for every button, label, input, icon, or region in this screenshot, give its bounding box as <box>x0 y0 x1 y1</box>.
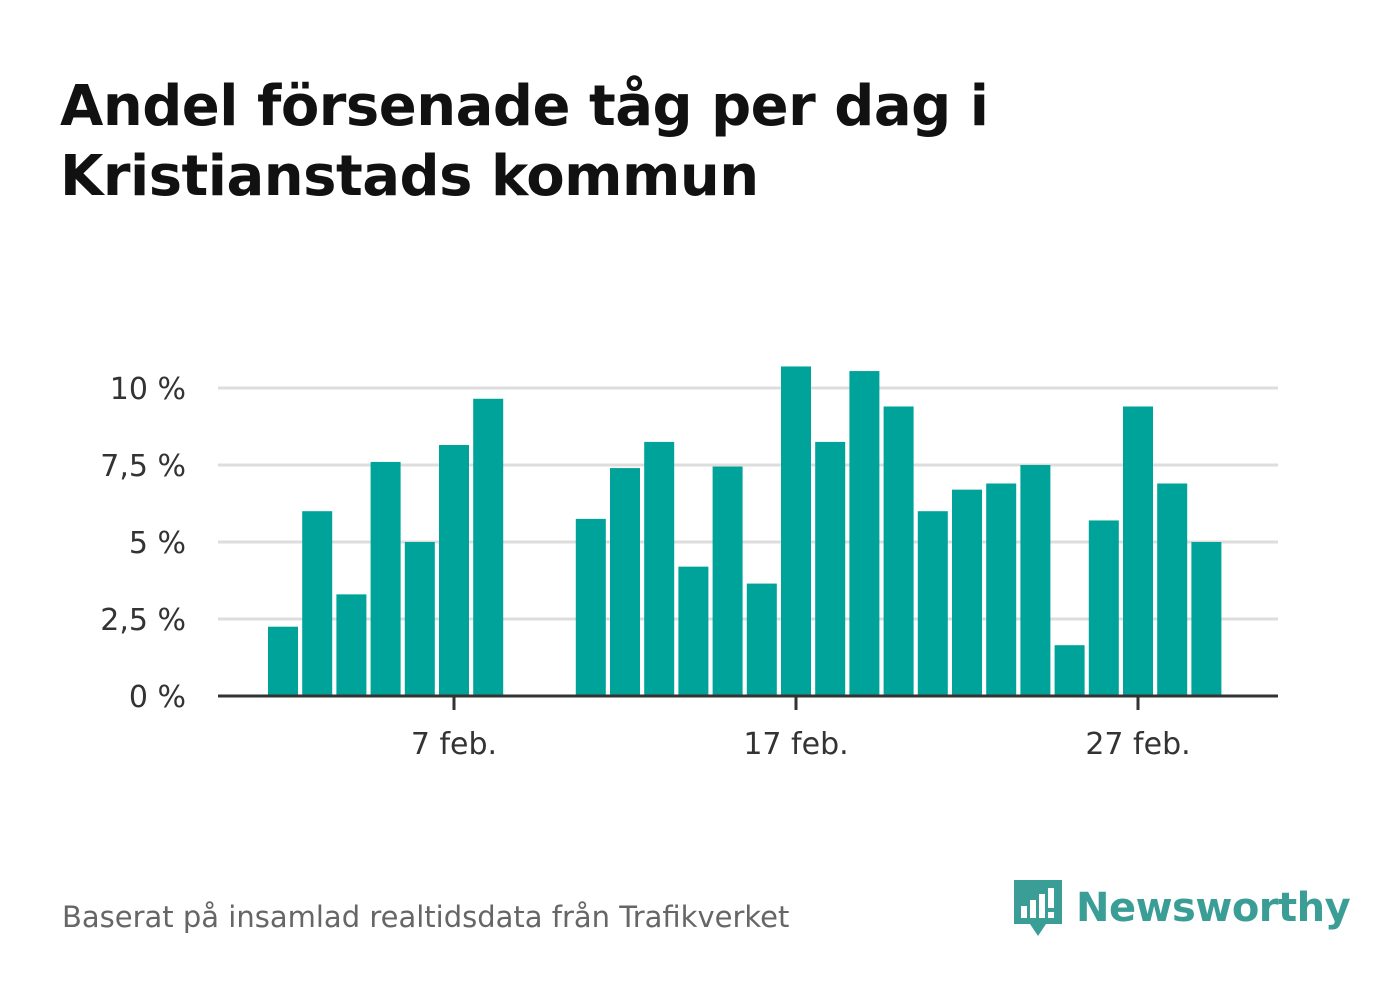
bars <box>268 366 1222 696</box>
bar <box>1123 406 1153 696</box>
brand-name: Newsworthy <box>1076 885 1351 931</box>
y-tick-label: 10 % <box>110 372 186 407</box>
bar-chart-speech-bubble-icon <box>1014 880 1062 936</box>
bar <box>404 542 435 696</box>
bar <box>849 371 880 696</box>
bar <box>575 518 606 696</box>
bar <box>268 626 298 696</box>
bar <box>370 461 401 696</box>
bar <box>439 444 469 696</box>
y-tick-label: 2,5 % <box>100 603 186 638</box>
x-tick-label: 27 feb. <box>1085 727 1190 762</box>
source-note: Baserat på insamlad realtidsdata från Tr… <box>62 900 790 934</box>
x-tick-label: 17 feb. <box>743 727 848 762</box>
bar <box>746 583 777 696</box>
tick-labels: 0 % 2,5 % 5 % 7,5 % 10 % 7 feb. 17 feb. 27 feb. <box>100 372 1190 762</box>
bar <box>917 511 948 696</box>
bar <box>1088 520 1119 696</box>
bar <box>952 489 982 696</box>
bar <box>1054 645 1085 696</box>
bar <box>302 511 333 696</box>
chart-title: Andel försenade tåg per dag i Kristianst… <box>60 72 1260 212</box>
bar <box>1020 465 1051 696</box>
chart-title-line-2: Kristianstads kommun <box>60 144 759 209</box>
bar <box>473 398 504 696</box>
bar <box>815 441 846 696</box>
bar <box>883 406 914 696</box>
bar <box>781 366 811 696</box>
bar <box>986 483 1017 696</box>
bar <box>678 566 709 696</box>
y-tick-label: 7,5 % <box>100 449 186 484</box>
brand-logo: Newsworthy <box>1012 876 1351 940</box>
bar <box>1191 542 1222 696</box>
bar <box>336 594 367 696</box>
bar <box>610 468 640 696</box>
bar <box>712 466 743 696</box>
bar <box>644 441 675 696</box>
axes <box>218 694 1278 710</box>
bar <box>1157 483 1188 696</box>
y-tick-label: 0 % <box>129 680 186 715</box>
y-tick-label: 5 % <box>129 526 186 561</box>
x-tick-label: 7 feb. <box>411 727 497 762</box>
chart-title-line-1: Andel försenade tåg per dag i <box>60 74 989 139</box>
